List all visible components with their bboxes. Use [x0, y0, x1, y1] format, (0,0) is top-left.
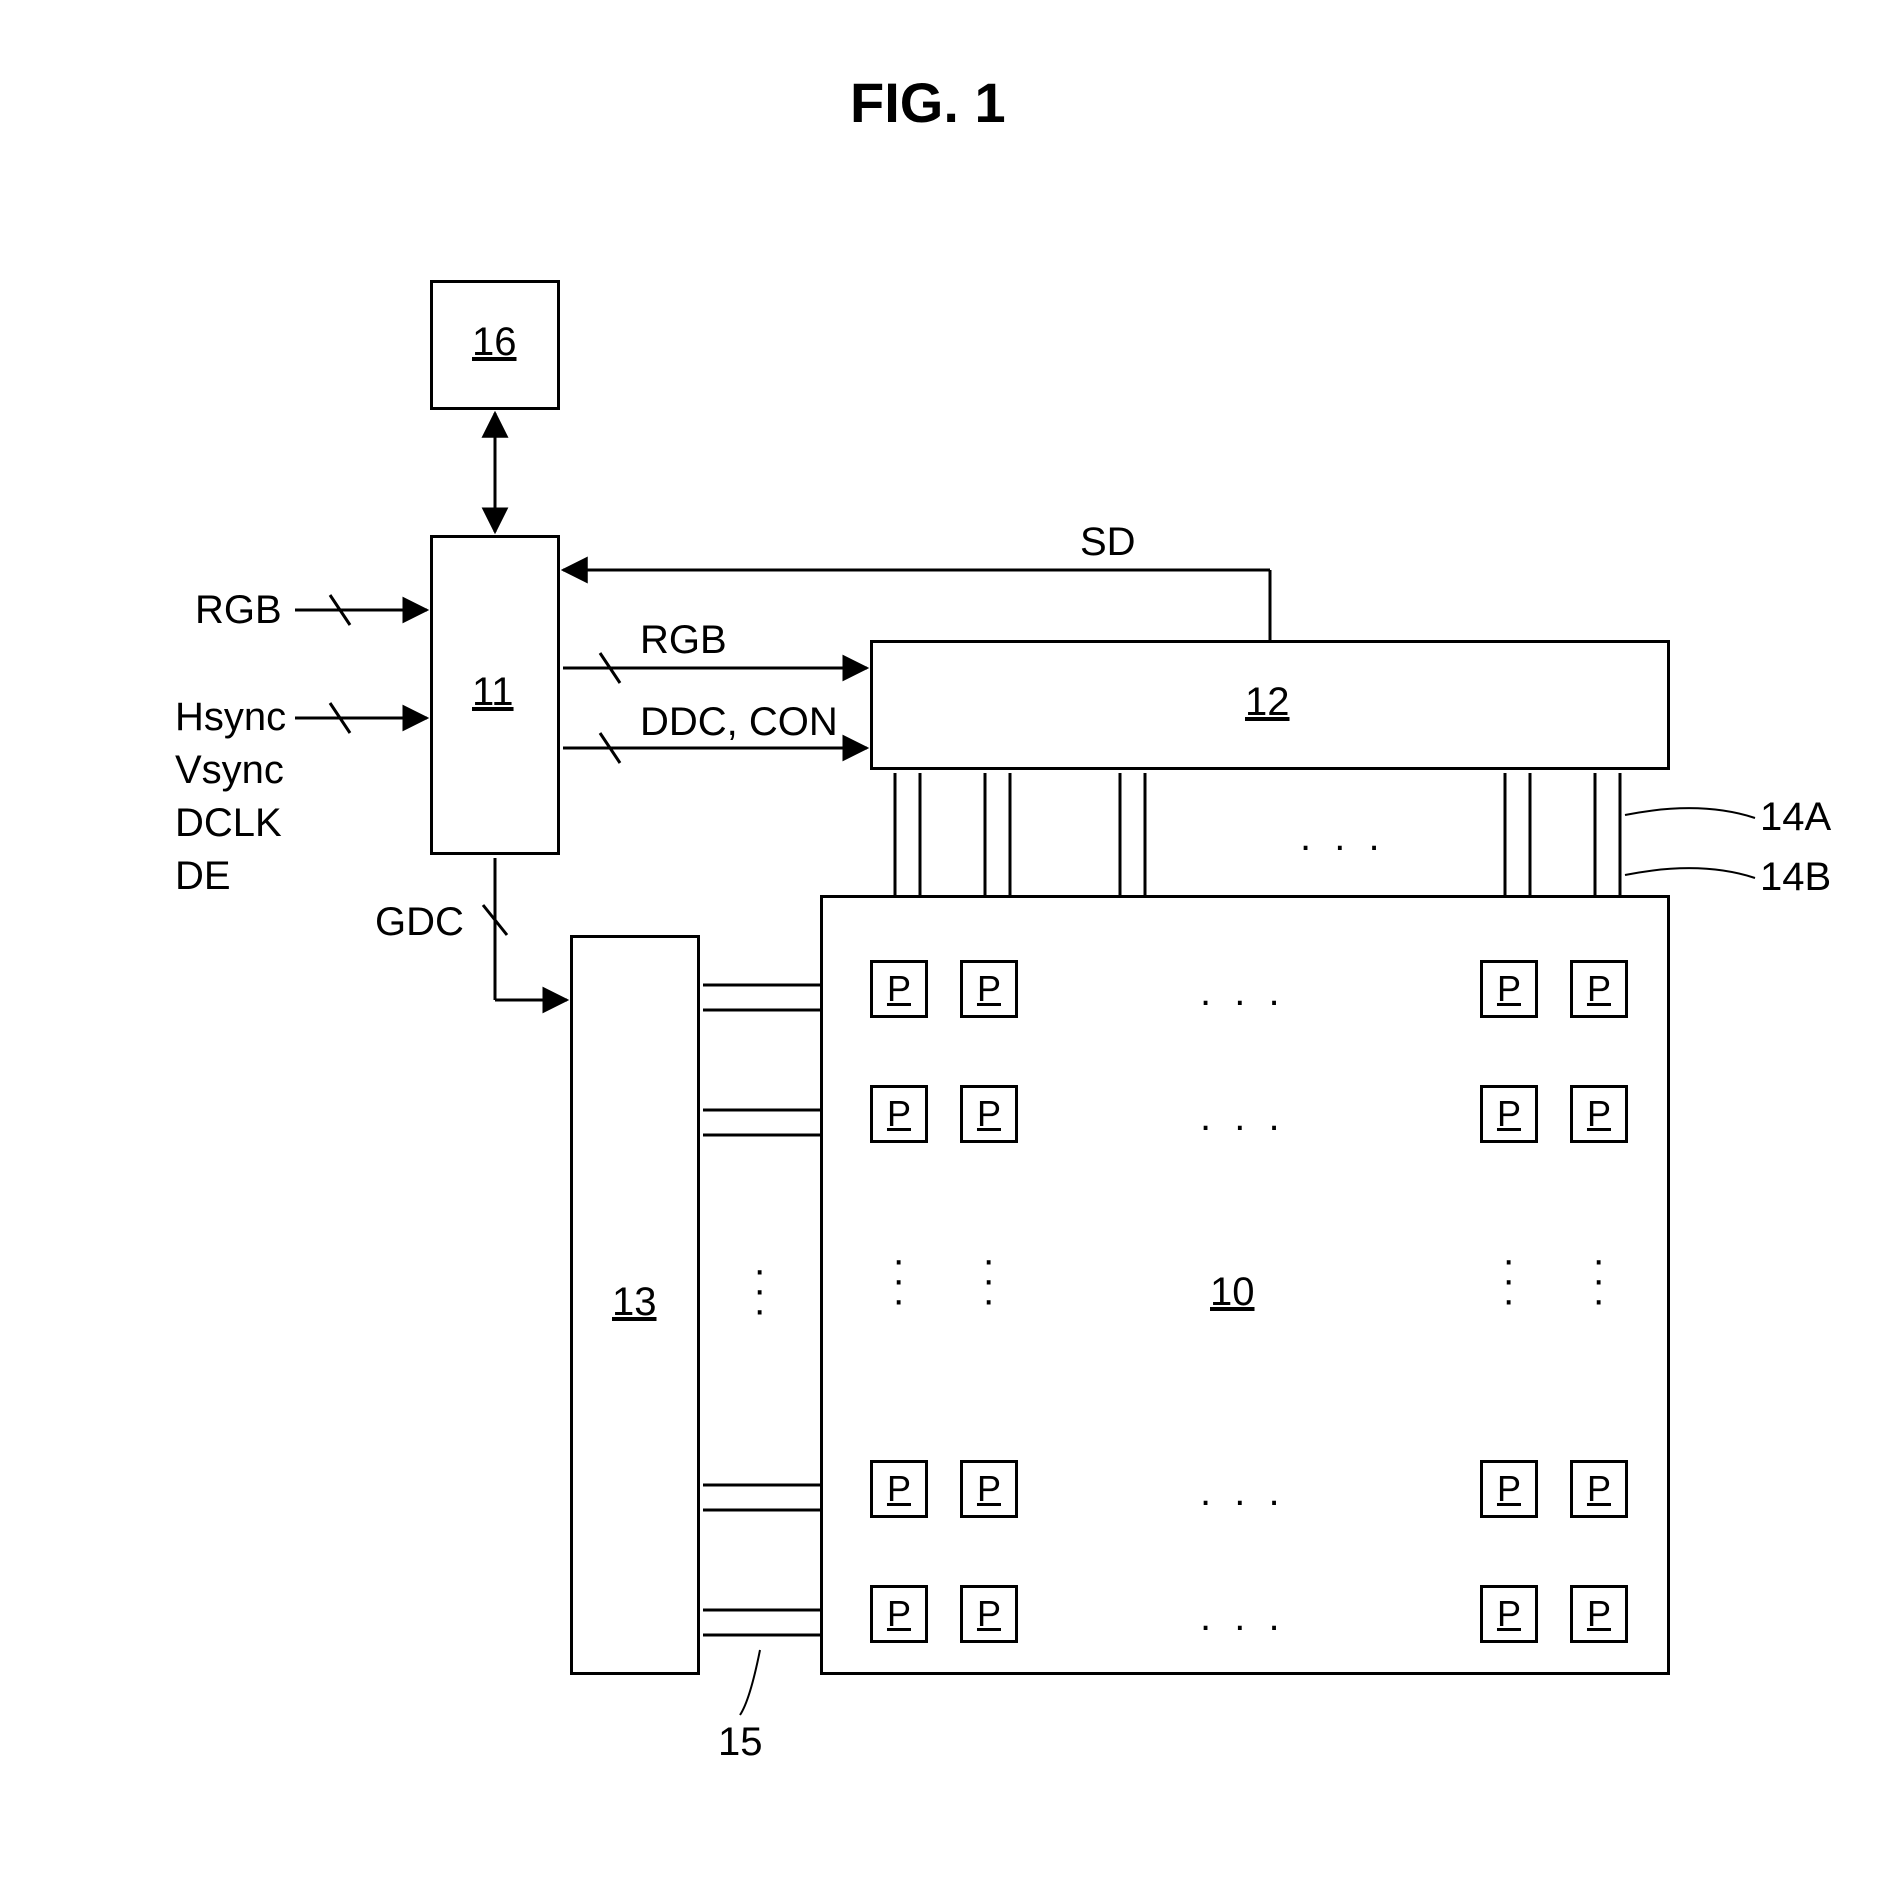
input-dclk-label: DCLK — [175, 801, 282, 846]
signal-gdc-label: GDC — [375, 900, 464, 945]
ellipsis: . . . — [1300, 815, 1386, 860]
input-vsync-label: Vsync — [175, 748, 284, 793]
signal-ddc-con-label: DDC, CON — [640, 700, 838, 745]
pixel-cell: P — [1570, 1585, 1628, 1643]
pixel-cell: P — [870, 960, 928, 1018]
pixel-cell: P — [1480, 960, 1538, 1018]
pixel-cell: P — [1570, 1460, 1628, 1518]
vellipsis: · · · — [892, 1250, 905, 1310]
pixel-cell: P — [960, 1085, 1018, 1143]
pixel-cell: P — [870, 1460, 928, 1518]
pixel-cell: P — [870, 1085, 928, 1143]
vellipsis: · · · — [753, 1260, 766, 1320]
signal-sd-label: SD — [1080, 520, 1136, 565]
block-16-label: 16 — [472, 320, 517, 365]
line-14a-label: 14A — [1760, 795, 1831, 840]
block-10-label: 10 — [1210, 1270, 1255, 1315]
input-de-label: DE — [175, 854, 231, 899]
pixel-cell: P — [960, 1460, 1018, 1518]
pixel-cell: P — [960, 960, 1018, 1018]
diagram-canvas: FIG. 1 16 11 12 13 10 RGB Hsync Vsync DC… — [0, 0, 1892, 1885]
block-13-label: 13 — [612, 1280, 657, 1325]
vellipsis: · · · — [1502, 1250, 1515, 1310]
pixel-cell: P — [870, 1585, 928, 1643]
vellipsis: · · · — [1592, 1250, 1605, 1310]
block-12-label: 12 — [1245, 680, 1290, 725]
pixel-cell: P — [1480, 1585, 1538, 1643]
pixel-cell: P — [1480, 1085, 1538, 1143]
ellipsis: . . . — [1200, 970, 1286, 1015]
vellipsis: · · · — [982, 1250, 995, 1310]
pixel-cell: P — [1570, 1085, 1628, 1143]
ellipsis: . . . — [1200, 1470, 1286, 1515]
input-rgb-label: RGB — [195, 588, 282, 633]
pixel-cell: P — [1480, 1460, 1538, 1518]
ellipsis: . . . — [1200, 1595, 1286, 1640]
pixel-cell: P — [1570, 960, 1628, 1018]
pixel-cell: P — [960, 1585, 1018, 1643]
block-11-label: 11 — [472, 670, 514, 715]
line-14b-label: 14B — [1760, 855, 1831, 900]
signal-rgb-label: RGB — [640, 618, 727, 663]
figure-title: FIG. 1 — [850, 70, 1006, 135]
ellipsis: . . . — [1200, 1095, 1286, 1140]
input-hsync-label: Hsync — [175, 695, 286, 740]
line-15-label: 15 — [718, 1720, 763, 1765]
